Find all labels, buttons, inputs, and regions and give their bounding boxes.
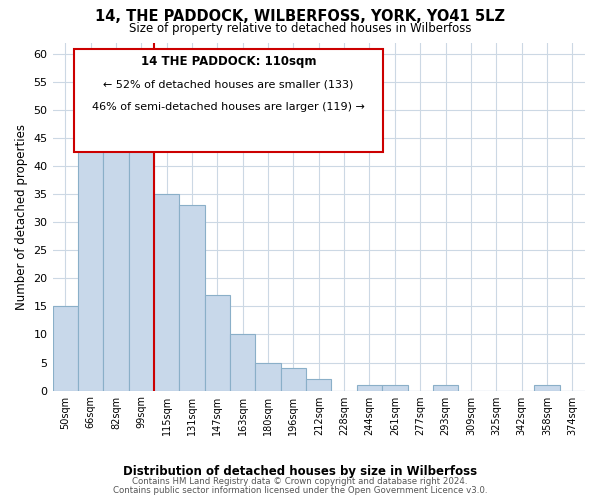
Bar [205,295,230,390]
Bar [154,194,179,390]
Text: Size of property relative to detached houses in Wilberfoss: Size of property relative to detached ho… [129,22,471,35]
Bar [256,362,281,390]
Bar [281,368,306,390]
Bar [433,385,458,390]
Text: 46% of semi-detached houses are larger (119) →: 46% of semi-detached houses are larger (… [92,102,365,113]
Text: 14, THE PADDOCK, WILBERFOSS, YORK, YO41 5LZ: 14, THE PADDOCK, WILBERFOSS, YORK, YO41 … [95,9,505,24]
Bar [230,334,256,390]
Text: 14 THE PADDOCK: 110sqm: 14 THE PADDOCK: 110sqm [140,54,316,68]
Bar [306,380,331,390]
Bar [382,385,407,390]
Bar [179,206,205,390]
Text: Distribution of detached houses by size in Wilberfoss: Distribution of detached houses by size … [123,465,477,478]
Text: Contains public sector information licensed under the Open Government Licence v3: Contains public sector information licen… [113,486,487,495]
FancyBboxPatch shape [74,50,383,152]
Y-axis label: Number of detached properties: Number of detached properties [15,124,28,310]
Bar [357,385,382,390]
Bar [128,149,154,390]
Text: ← 52% of detached houses are smaller (133): ← 52% of detached houses are smaller (13… [103,79,353,89]
Bar [53,306,78,390]
Bar [78,126,103,390]
Bar [534,385,560,390]
Text: Contains HM Land Registry data © Crown copyright and database right 2024.: Contains HM Land Registry data © Crown c… [132,477,468,486]
Bar [103,149,128,390]
